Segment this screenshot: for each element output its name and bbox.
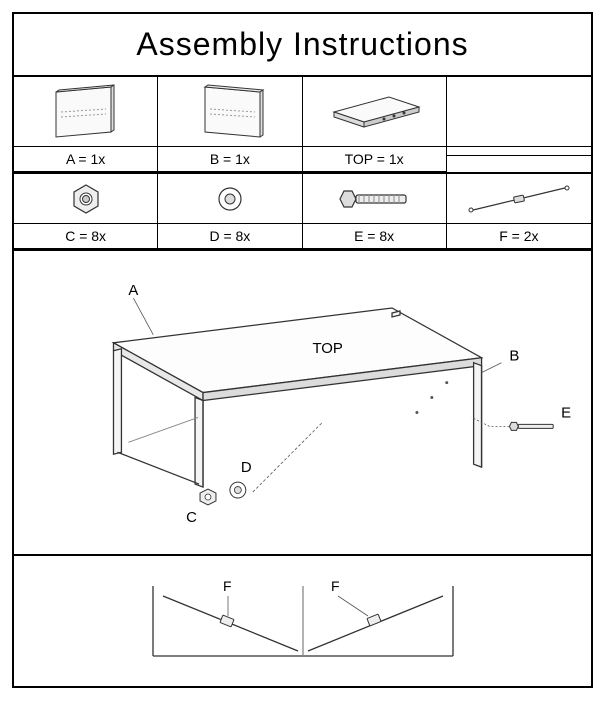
part-cell-D: D = 8x bbox=[158, 174, 302, 249]
part-label: C = 8x bbox=[14, 224, 157, 249]
part-icon-bolt bbox=[303, 174, 446, 224]
part-cell-blank bbox=[447, 77, 591, 172]
part-label: D = 8x bbox=[158, 224, 301, 249]
diagram-label-E: E bbox=[561, 404, 571, 421]
part-icon-rod bbox=[447, 174, 591, 224]
part-cell-E: E = 8x bbox=[303, 174, 447, 249]
part-icon-top-panel bbox=[303, 77, 446, 147]
part-icon-frame-right bbox=[158, 77, 301, 147]
part-label: F = 2x bbox=[447, 224, 591, 249]
part-label bbox=[447, 147, 591, 156]
part-cell-C: C = 8x bbox=[14, 174, 158, 249]
part-cell-F: F = 2x bbox=[447, 174, 591, 249]
footer-diagram: F F bbox=[14, 556, 591, 686]
part-cell-B: B = 1x bbox=[158, 77, 302, 172]
part-cell-TOP: TOP = 1x bbox=[303, 77, 447, 172]
main-assembly-diagram: A TOP B E C D bbox=[14, 251, 591, 556]
part-icon-nut bbox=[14, 174, 157, 224]
part-label: B = 1x bbox=[158, 147, 301, 172]
part-label: A = 1x bbox=[14, 147, 157, 172]
part-label: E = 8x bbox=[303, 224, 446, 249]
page-title: Assembly Instructions bbox=[14, 26, 591, 63]
footer-label-F1: F bbox=[223, 578, 232, 594]
part-icon-frame-left bbox=[14, 77, 157, 147]
diagram-label-D: D bbox=[241, 459, 252, 476]
part-label: TOP = 1x bbox=[303, 147, 446, 172]
diagram-label-B: B bbox=[509, 348, 519, 365]
part-icon-washer bbox=[158, 174, 301, 224]
parts-row-2: C = 8x D = 8x bbox=[14, 174, 591, 251]
diagram-label-C: C bbox=[186, 509, 197, 526]
diagram-label-TOP: TOP bbox=[312, 340, 342, 357]
parts-row-1: A = 1x B = 1x bbox=[14, 77, 591, 174]
page-frame: Assembly Instructions A = 1x bbox=[12, 12, 593, 688]
title-bar: Assembly Instructions bbox=[14, 14, 591, 77]
part-cell-A: A = 1x bbox=[14, 77, 158, 172]
diagram-label-A: A bbox=[128, 282, 138, 299]
part-icon-blank bbox=[447, 77, 591, 147]
footer-label-F2: F bbox=[331, 578, 340, 594]
